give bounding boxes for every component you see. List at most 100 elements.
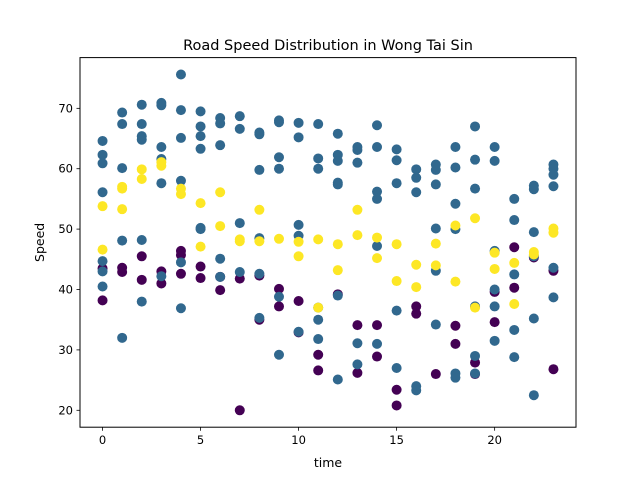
- scatter-point: [273, 301, 284, 312]
- scatter-point: [352, 204, 363, 215]
- scatter-point: [254, 312, 265, 323]
- scatter-point: [391, 363, 402, 374]
- scatter-point: [313, 334, 324, 345]
- scatter-point: [352, 157, 363, 168]
- scatter-point: [372, 253, 383, 264]
- scatter-point: [372, 141, 383, 152]
- scatter-point: [509, 299, 520, 309]
- scatter-point: [470, 302, 481, 313]
- scatter-point: [215, 285, 226, 296]
- scatter-point: [528, 227, 539, 238]
- x-tick-label: 20: [487, 433, 502, 447]
- scatter-point: [97, 149, 108, 160]
- scatter-point: [117, 119, 128, 130]
- scatter-point: [254, 129, 265, 140]
- scatter-point: [489, 263, 500, 274]
- scatter-point: [548, 181, 559, 192]
- scatter-point: [509, 282, 520, 293]
- plot-frame: [79, 57, 577, 428]
- scatter-point: [293, 117, 304, 128]
- scatter-point: [254, 164, 265, 175]
- scatter-point: [450, 320, 461, 331]
- scatter-point: [234, 123, 245, 134]
- scatter-point: [430, 223, 441, 234]
- scatter-point: [430, 260, 441, 271]
- scatter-point: [352, 359, 363, 370]
- chart-title: Road Speed Distribution in Wong Tai Sin: [183, 38, 473, 54]
- scatter-point: [372, 241, 383, 252]
- scatter-point: [234, 236, 245, 247]
- scatter-point: [117, 235, 128, 246]
- scatter-point: [450, 276, 461, 287]
- scatter-point: [430, 369, 441, 380]
- scatter-point: [372, 186, 383, 197]
- scatter-point: [313, 153, 324, 164]
- scatter-point: [411, 187, 422, 198]
- scatter-point: [117, 262, 128, 273]
- scatter-point: [175, 69, 186, 80]
- scatter-point: [136, 99, 147, 110]
- scatter-point: [215, 140, 226, 151]
- scatter-point: [156, 178, 167, 189]
- scatter-point: [470, 213, 481, 224]
- scatter-point: [411, 308, 422, 319]
- x-tick-label: 10: [291, 433, 306, 447]
- scatter-point: [175, 268, 186, 279]
- scatter-point: [332, 265, 343, 276]
- scatter-point: [430, 164, 441, 175]
- scatter-point: [332, 239, 343, 250]
- scatter-point: [254, 204, 265, 215]
- scatter-point: [411, 301, 422, 312]
- scatter-point: [509, 215, 520, 226]
- scatter-point: [332, 290, 343, 301]
- scatter-point: [136, 164, 147, 175]
- scatter-point: [156, 278, 167, 289]
- scatter-point: [489, 317, 500, 328]
- y-axis: 20 30 40 50 60 70: [58, 101, 80, 417]
- scatter-point: [372, 320, 383, 331]
- scatter-point: [548, 262, 559, 273]
- scatter-point: [273, 233, 284, 244]
- scatter-point: [509, 193, 520, 204]
- y-tick-label: 40: [58, 283, 73, 297]
- scatter-point: [391, 276, 402, 287]
- scatter-point: [293, 326, 304, 337]
- scatter-point: [509, 242, 520, 253]
- scatter-point: [332, 155, 343, 166]
- scatter-point: [430, 319, 441, 330]
- scatter-point: [117, 181, 128, 192]
- scatter-point: [391, 144, 402, 155]
- scatter-point: [156, 157, 167, 168]
- scatter-point: [313, 119, 324, 130]
- scatter-point: [254, 268, 265, 279]
- scatter-point: [175, 132, 186, 143]
- scatter-point: [470, 154, 481, 165]
- scatter-point: [391, 384, 402, 395]
- scatter-point: [470, 121, 481, 132]
- scatter-point: [548, 364, 559, 375]
- scatter-point: [273, 163, 284, 174]
- y-tick-label: 20: [58, 403, 73, 417]
- scatter-point: [352, 320, 363, 331]
- scatter-point: [175, 303, 186, 314]
- y-tick-label: 30: [58, 343, 73, 357]
- scatter-point: [195, 106, 206, 117]
- scatter-point: [97, 187, 108, 198]
- scatter-point: [372, 232, 383, 243]
- scatter-point: [430, 238, 441, 249]
- y-tick-label: 70: [58, 101, 73, 115]
- scatter-point: [215, 253, 226, 264]
- scatter-point: [313, 314, 324, 325]
- x-axis-label: time: [314, 455, 343, 470]
- scatter-point: [136, 119, 147, 130]
- scatter-point: [293, 219, 304, 230]
- scatter-point: [332, 179, 343, 190]
- scatter-point: [450, 198, 461, 209]
- scatter-point: [509, 324, 520, 335]
- scatter-point: [450, 338, 461, 349]
- scatter-point: [136, 173, 147, 184]
- scatter-point: [372, 193, 383, 204]
- scatter-point: [175, 245, 186, 256]
- scatter-point: [293, 295, 304, 306]
